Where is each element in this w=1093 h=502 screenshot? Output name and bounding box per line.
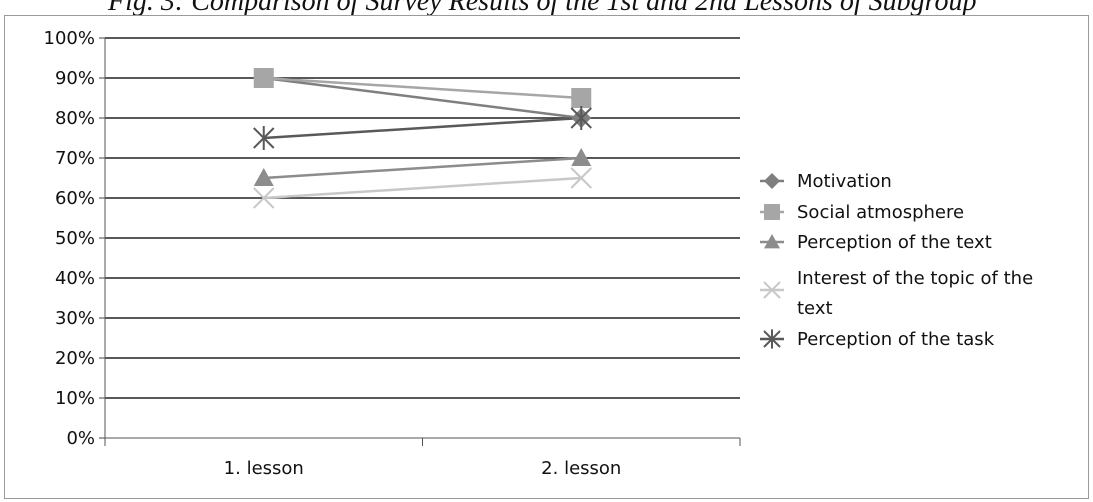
- x-tick-label: 1. lesson: [224, 458, 304, 479]
- series-line-3: [263, 176, 582, 200]
- legend-marker: [764, 173, 780, 189]
- legend-marker: [764, 234, 780, 249]
- y-tick-label: 80%: [55, 108, 95, 129]
- gridlines: [105, 37, 740, 399]
- y-tick-label: 0%: [66, 428, 95, 449]
- data-point: [253, 187, 275, 209]
- legend-label: text: [797, 298, 833, 319]
- data-point: [571, 148, 592, 166]
- legend-marker: [764, 204, 780, 220]
- figure-caption: Fig. 3: Comparison of Survey Results of …: [108, 0, 977, 17]
- data-point: [253, 126, 275, 150]
- data-point: [253, 68, 274, 88]
- x-tick-label: 2. lesson: [541, 458, 621, 479]
- axes: 0% 10% 20% 30% 40% 50% 60% 70% 80% 90% 100% 1. less…: [44, 28, 741, 479]
- data-point: [253, 168, 274, 186]
- data-point: [571, 88, 592, 108]
- y-tick-label: 70%: [55, 148, 95, 169]
- series-line-2: [263, 156, 582, 180]
- chart-frame: [4, 15, 1089, 499]
- legend-label: Interest of the topic of the: [797, 268, 1033, 289]
- legend-label: Perception of the task: [797, 329, 995, 350]
- y-tick-label: 10%: [55, 388, 95, 409]
- series-line-4: [263, 116, 582, 140]
- y-tick-label: 60%: [55, 188, 95, 209]
- data-point: [570, 106, 592, 130]
- y-tick-label: 90%: [55, 68, 95, 89]
- y-tick-label: 50%: [55, 228, 95, 249]
- legend-label: Social atmosphere: [797, 202, 964, 223]
- legend-marker: [763, 329, 781, 349]
- y-tick-label: 20%: [55, 348, 95, 369]
- legend-label: Perception of the text: [797, 232, 992, 253]
- series-line-1: [263, 76, 582, 100]
- y-tick-label: 40%: [55, 268, 95, 289]
- legend-label: Motivation: [797, 171, 892, 192]
- series-lines: [253, 68, 592, 209]
- y-tick-label: 30%: [55, 308, 95, 329]
- series-line-0: [263, 76, 582, 120]
- legend-marker: [763, 281, 781, 299]
- data-point: [570, 167, 592, 189]
- legend: Motivation Social atmosphere Perception of…: [760, 171, 1033, 350]
- y-tick-label: 100%: [44, 28, 95, 49]
